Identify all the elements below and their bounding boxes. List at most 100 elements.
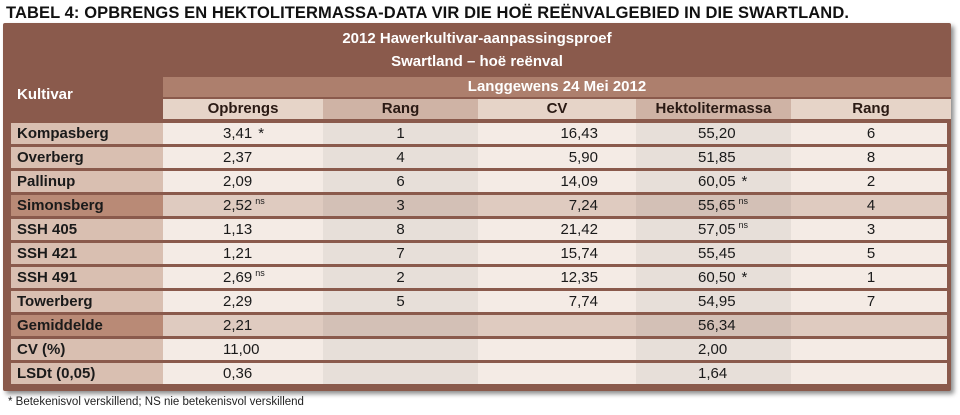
column-header-opbrengs: Opbrengs bbox=[163, 99, 323, 119]
column-shade bbox=[323, 267, 478, 288]
cell-hektolitermassa-value: 2,00 bbox=[698, 341, 728, 358]
cell-opbrengs-value: 11,00 bbox=[223, 341, 260, 358]
table-title: 2012 Hawerkultivar-aanpassingsproef bbox=[342, 30, 612, 47]
column-shade bbox=[636, 291, 791, 312]
cultivar-name: SSH 405 bbox=[11, 219, 163, 240]
cell-opbrengs: 2,29 bbox=[223, 291, 323, 312]
cell-opbrengs: 2,37 bbox=[223, 147, 323, 168]
cultivar-name: SSH 421 bbox=[11, 243, 163, 264]
cell-rang: 5 bbox=[323, 291, 478, 312]
column-shade bbox=[636, 363, 791, 384]
cultivar-name: Kompasberg bbox=[11, 123, 163, 144]
cultivar-name: CV (%) bbox=[11, 339, 163, 360]
cell-opbrengs: 11,00 bbox=[223, 339, 323, 360]
cell-hektolitermassa: 51,85 bbox=[698, 147, 808, 168]
column-shade bbox=[636, 339, 791, 360]
cell-hektolitermassa-value: 55,45 bbox=[698, 245, 736, 262]
cell-cv bbox=[478, 363, 598, 384]
column-shade bbox=[323, 315, 478, 336]
cultivar-name: Pallinup bbox=[11, 171, 163, 192]
cell-rang-2 bbox=[791, 315, 951, 336]
cell-cv bbox=[478, 315, 598, 336]
column-shade bbox=[323, 219, 478, 240]
significance-mark: ns bbox=[255, 268, 265, 278]
cell-hektolitermassa: 60,50 * bbox=[698, 267, 808, 288]
column-headers: Opbrengs Rang CV Hektolitermassa Rang bbox=[163, 99, 951, 119]
cell-rang-2: 6 bbox=[791, 123, 951, 144]
cell-opbrengs-value: 1,13 bbox=[223, 221, 253, 238]
cell-rang-2-value: 1 bbox=[866, 269, 876, 286]
cell-opbrengs-value: 2,69 bbox=[223, 269, 253, 286]
column-shade bbox=[323, 363, 478, 384]
cultivar-name: Overberg bbox=[11, 147, 163, 168]
significance-mark: ns bbox=[738, 196, 749, 206]
cell-cv: 7,24 bbox=[478, 195, 598, 216]
cell-cv-value: 12,35 bbox=[560, 269, 598, 286]
column-header-rang-2: Rang bbox=[791, 99, 951, 119]
cell-hektolitermassa-value: 56,34 bbox=[698, 317, 736, 334]
table-row: CV (%) 11,00 2,00 bbox=[11, 339, 947, 360]
cell-rang: 4 bbox=[323, 147, 478, 168]
row-cells: 2,37 4 5,90 51,85 8 bbox=[163, 147, 947, 168]
column-shade bbox=[323, 291, 478, 312]
cell-opbrengs-value: 1,21 bbox=[223, 245, 253, 262]
cell-rang: 6 bbox=[323, 171, 478, 192]
table-row: LSDt (0,05) 0,36 1,64 bbox=[11, 363, 947, 384]
column-shade bbox=[636, 243, 791, 264]
cell-rang-2 bbox=[791, 339, 951, 360]
cell-rang-2: 1 bbox=[791, 267, 951, 288]
column-shade bbox=[323, 339, 478, 360]
cell-rang-2: 8 bbox=[791, 147, 951, 168]
cell-rang: 7 bbox=[323, 243, 478, 264]
cell-rang-2-value: 4 bbox=[866, 197, 876, 214]
cell-rang-2: 3 bbox=[791, 219, 951, 240]
column-shade bbox=[323, 243, 478, 264]
cell-opbrengs-value: 0,36 bbox=[223, 365, 253, 382]
site-header: Langgewens 24 Mei 2012 bbox=[163, 77, 951, 97]
cell-rang-2-value: 6 bbox=[866, 125, 876, 142]
cell-rang-2: 7 bbox=[791, 291, 951, 312]
cell-cv-value: 14,09 bbox=[560, 173, 598, 190]
cell-hektolitermassa: 57,05 ns bbox=[698, 219, 808, 240]
cell-opbrengs: 2,21 bbox=[223, 315, 323, 336]
row-cells: 0,36 1,64 bbox=[163, 363, 947, 384]
cell-opbrengs-value: 2,52 bbox=[223, 197, 253, 214]
cell-cv: 7,74 bbox=[478, 291, 598, 312]
table-subtitle: Swartland – hoë reënval bbox=[391, 53, 563, 70]
cell-opbrengs-value: 2,29 bbox=[223, 293, 253, 310]
footnote: * Betekenisvol verskillend; NS nie betek… bbox=[8, 396, 304, 408]
cell-hektolitermassa-value: 55,65 bbox=[698, 197, 736, 214]
cell-cv-value: 7,74 bbox=[568, 293, 598, 310]
cell-rang: 2 bbox=[323, 267, 478, 288]
column-header-hektolitermassa: Hektolitermassa bbox=[636, 99, 791, 119]
cell-rang-2: 5 bbox=[791, 243, 951, 264]
significance-mark: ns bbox=[255, 196, 265, 206]
column-shade bbox=[636, 123, 791, 144]
cell-cv-value: 16,43 bbox=[560, 125, 598, 142]
cell-rang-value: 3 bbox=[396, 197, 405, 214]
significance-mark: * bbox=[258, 125, 265, 142]
cell-cv: 5,90 bbox=[478, 147, 598, 168]
cell-hektolitermassa: 54,95 bbox=[698, 291, 808, 312]
cell-cv: 21,42 bbox=[478, 219, 598, 240]
cell-opbrengs: 1,21 bbox=[223, 243, 323, 264]
cell-hektolitermassa-value: 60,50 bbox=[698, 269, 736, 286]
cell-cv: 15,74 bbox=[478, 243, 598, 264]
table-row: SSH 421 1,21 7 15,74 55,45 5 bbox=[11, 243, 947, 264]
row-header: Kultivar bbox=[17, 86, 73, 103]
cell-hektolitermassa-value: 60,05 bbox=[698, 173, 736, 190]
cell-rang-value: 6 bbox=[396, 173, 405, 190]
table-caption: TABEL 4: OPBRENGS EN HEKTOLITERMASSA-DAT… bbox=[6, 4, 850, 22]
cell-rang: 8 bbox=[323, 219, 478, 240]
cell-rang-value: 7 bbox=[396, 245, 405, 262]
cell-hektolitermassa-value: 57,05 bbox=[698, 221, 736, 238]
cell-cv bbox=[478, 339, 598, 360]
column-shade bbox=[323, 147, 478, 168]
cell-hektolitermassa: 55,65 ns bbox=[698, 195, 808, 216]
row-cells: 2,69 ns 2 12,35 60,50 * 1 bbox=[163, 267, 947, 288]
cell-hektolitermassa: 1,64 bbox=[698, 363, 808, 384]
table-row: Kompasberg 3,41 * 1 16,43 55,20 6 bbox=[11, 123, 947, 144]
significance-mark: * bbox=[741, 173, 748, 190]
cell-rang-2: 4 bbox=[791, 195, 951, 216]
cell-rang-2-value: 5 bbox=[866, 245, 876, 262]
